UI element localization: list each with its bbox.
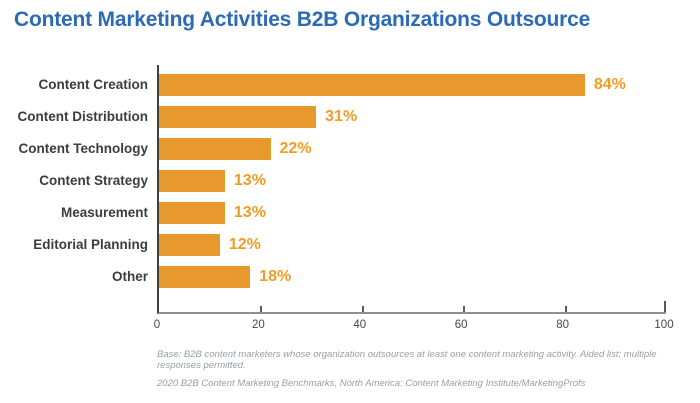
x-axis-tick	[361, 306, 364, 312]
chart-title: Content Marketing Activities B2B Organiz…	[14, 8, 591, 31]
bar-chart: Content Creation 84% Content Distribution 3…	[0, 65, 700, 314]
value-label: 12%	[228, 236, 261, 253]
category-label: Content Strategy	[39, 173, 148, 188]
x-axis-tick-label: 80	[556, 319, 569, 331]
x-axis-tick-label: 20	[251, 319, 265, 331]
category-label: Other	[111, 269, 148, 284]
value-label: 22%	[279, 140, 312, 157]
plot-area	[157, 65, 666, 314]
bar	[159, 266, 251, 288]
bar	[159, 106, 317, 128]
value-label: 31%	[325, 108, 358, 125]
footnote-source: 2020 B2B Content Marketing Benchmarks, N…	[157, 378, 586, 389]
value-label: 13%	[233, 172, 266, 189]
x-axis-tick	[463, 306, 466, 312]
category-label: Content Creation	[38, 77, 149, 92]
category-label: Editorial Planning	[33, 237, 148, 252]
x-axis-tick-label: 100	[654, 319, 674, 331]
bar	[159, 202, 225, 224]
footnote-base: Base: B2B content marketers whose organi…	[157, 349, 657, 371]
category-label: Measurement	[60, 205, 148, 220]
value-label: 18%	[259, 268, 292, 285]
value-label: 13%	[233, 204, 266, 221]
x-axis-tick	[664, 301, 666, 312]
bar	[159, 234, 220, 256]
x-axis-tick-labels: 0 20 40 60 80 100	[153, 319, 674, 333]
category-label: Content Technology	[18, 141, 149, 156]
x-axis-tick	[564, 306, 567, 312]
bar	[159, 74, 585, 96]
x-axis-tick-label: 40	[353, 319, 367, 331]
x-axis-tick-label: 60	[454, 319, 468, 331]
category-label: Content Distribution	[17, 109, 148, 124]
x-axis-tick	[260, 306, 263, 312]
value-label: 84%	[593, 76, 626, 93]
bar	[159, 170, 225, 192]
bar	[159, 138, 271, 160]
x-axis-tick-label: 0	[153, 319, 161, 331]
